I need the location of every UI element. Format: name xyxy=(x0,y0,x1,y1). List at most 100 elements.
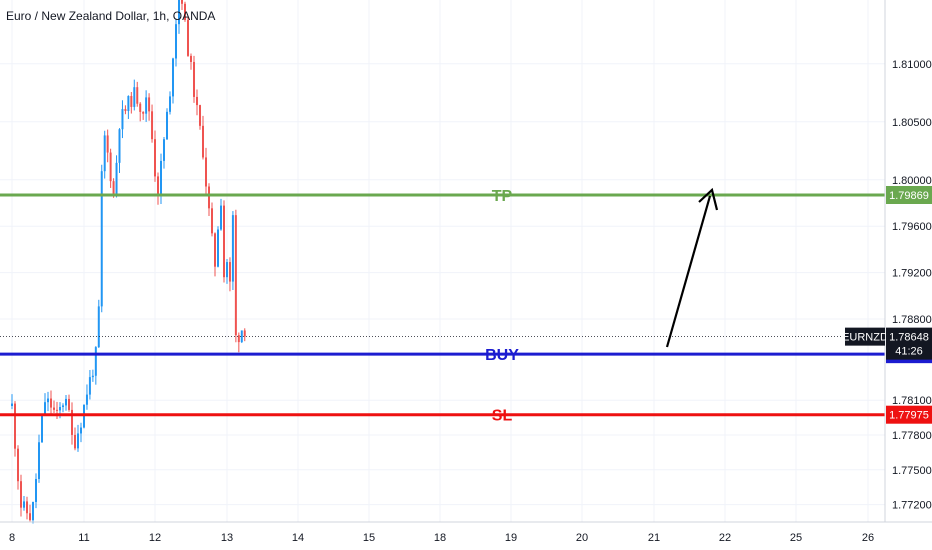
projection-arrow-head xyxy=(698,187,719,211)
symbol-tag-text: EURNZD xyxy=(842,332,888,344)
candle-body xyxy=(100,171,103,307)
x-tick-label: 8 xyxy=(9,532,15,544)
candle-body xyxy=(35,478,37,502)
candle-body xyxy=(77,433,79,449)
x-tick-label: 26 xyxy=(862,532,874,544)
candle-body xyxy=(217,229,219,267)
candles xyxy=(11,0,246,524)
x-tick-label: 22 xyxy=(719,532,731,544)
price-tag-tp xyxy=(886,185,932,204)
level-label-sl: SL xyxy=(492,408,513,425)
candle-body xyxy=(178,0,180,25)
y-tick-label: 1.77500 xyxy=(892,465,932,477)
candle-body xyxy=(53,407,55,410)
candle-body xyxy=(184,3,186,20)
candle-body xyxy=(127,96,130,112)
time-scale[interactable]: 8 11 12 13 14 15 18 19 20 21 22 25 26 xyxy=(9,532,874,544)
candle-body xyxy=(50,398,52,408)
current-price-value: 1.78648 xyxy=(889,332,929,344)
x-tick-label: 13 xyxy=(221,532,233,544)
projection-arrow-line xyxy=(665,195,712,348)
y-tick-label: 1.80500 xyxy=(892,117,932,129)
candle-body xyxy=(226,262,228,278)
candle-body xyxy=(115,162,118,195)
candle-body xyxy=(130,96,133,107)
price-scale-background[interactable] xyxy=(885,0,932,522)
price-tag-sl xyxy=(886,405,932,424)
candle-body xyxy=(20,481,22,508)
candle-body xyxy=(175,24,177,59)
x-tick-label: 15 xyxy=(363,532,375,544)
candle-body xyxy=(29,513,31,521)
candle-body xyxy=(97,306,100,348)
candle-body xyxy=(145,97,148,114)
candle-body xyxy=(193,61,195,97)
x-tick-label: 20 xyxy=(576,532,588,544)
candle-body xyxy=(68,398,70,410)
candle-body xyxy=(124,109,127,112)
chart-title: Euro / New Zealand Dollar, 1h, OANDA xyxy=(6,9,216,23)
level-label-tp: TP xyxy=(492,188,513,205)
candle-body xyxy=(172,58,174,97)
x-tick-label: 11 xyxy=(78,532,89,544)
candle-body xyxy=(118,129,121,163)
candle-body xyxy=(38,442,40,479)
x-tick-label: 18 xyxy=(434,532,446,544)
candle-body xyxy=(26,501,28,514)
candle-countdown: 41:26 xyxy=(895,346,923,358)
y-tick-label: 1.77800 xyxy=(892,430,932,442)
candle-body xyxy=(187,19,189,56)
candle-body xyxy=(112,181,115,195)
candle-body xyxy=(47,398,49,403)
y-tick-label: 1.79200 xyxy=(892,268,932,280)
y-tick-label: 1.81000 xyxy=(892,59,932,71)
x-tick-label: 12 xyxy=(149,532,161,544)
candle-body xyxy=(103,135,106,172)
candle-body xyxy=(11,403,13,406)
candle-body xyxy=(237,335,240,343)
candle-body xyxy=(85,394,88,405)
candle-body xyxy=(139,103,142,112)
y-tick-label: 1.78100 xyxy=(892,395,932,407)
candle-body xyxy=(231,215,234,282)
candle-body xyxy=(223,205,225,278)
candle-body xyxy=(220,205,222,230)
candle-body xyxy=(136,87,139,104)
candle-body xyxy=(133,87,136,107)
price-scale: 1.81000 1.80500 1.80000 1.79600 1.79200 1.788… xyxy=(892,59,932,512)
candle-body xyxy=(56,409,58,411)
x-tick-label: 14 xyxy=(292,532,304,544)
candle-body xyxy=(71,409,73,435)
trade-levels: TP BUY SL xyxy=(0,188,885,425)
candle-body xyxy=(166,111,168,140)
candle-body xyxy=(181,0,183,4)
candle-body xyxy=(214,233,216,267)
candle-body xyxy=(190,55,192,62)
x-tick-label: 25 xyxy=(790,532,802,544)
candle-body xyxy=(14,403,16,449)
grid xyxy=(0,0,885,522)
candle-body xyxy=(234,215,237,336)
candle-body xyxy=(65,398,67,406)
candle-body xyxy=(169,96,171,112)
candle-body xyxy=(94,347,97,376)
candle-body xyxy=(211,208,213,234)
candle-body xyxy=(160,160,162,196)
candle-body xyxy=(208,186,210,209)
candle-body xyxy=(228,262,231,282)
candle-body xyxy=(23,501,25,508)
y-tick-label: 1.77200 xyxy=(892,500,932,512)
candle-body xyxy=(91,375,94,378)
x-tick-label: 19 xyxy=(505,532,517,544)
x-tick-label: 21 xyxy=(648,532,660,544)
candle-body xyxy=(142,111,145,114)
candle-body xyxy=(163,139,165,161)
candle-body xyxy=(74,434,76,449)
candle-body xyxy=(32,501,34,521)
candle-body xyxy=(151,111,154,140)
candle-body xyxy=(62,405,64,408)
candle-body xyxy=(196,96,198,106)
candle-body xyxy=(88,377,91,395)
